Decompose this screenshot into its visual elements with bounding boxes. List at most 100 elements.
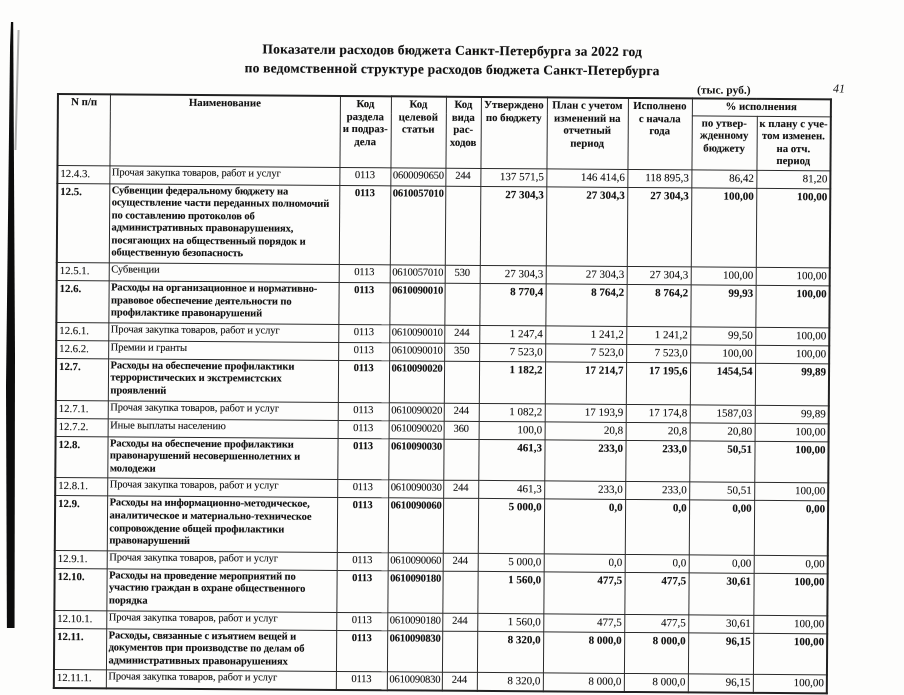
row-plan: 477,5 bbox=[543, 571, 625, 615]
row-pct-budget: 1454,54 bbox=[689, 362, 756, 405]
table-row: 12.6. Расходы на организационное и норма… bbox=[56, 280, 830, 328]
row-approved: 8 320,0 bbox=[476, 672, 543, 692]
row-pct-budget: 96,15 bbox=[687, 632, 754, 675]
row-target-code: 0610090020 bbox=[388, 360, 445, 403]
row-target-code: 0600090650 bbox=[390, 167, 446, 186]
table-row: 12.11. Расходы, связанные с изъятием вещ… bbox=[53, 628, 828, 676]
row-name: Иные выплаты населению bbox=[107, 418, 338, 439]
row-section-code: 0113 bbox=[337, 402, 389, 421]
row-section-code: 0113 bbox=[338, 282, 390, 325]
row-approved: 8 320,0 bbox=[476, 630, 544, 674]
row-target-code: 0610090030 bbox=[388, 438, 444, 481]
row-plan: 20,8 bbox=[544, 421, 626, 441]
row-executed: 8 000,0 bbox=[623, 673, 688, 693]
row-target-code: 0610090010 bbox=[389, 324, 445, 344]
row-name: Прочая закупка товаров, работ и услуг bbox=[108, 322, 339, 343]
row-pct-budget: 86,42 bbox=[691, 169, 757, 188]
header-name: Наименование bbox=[109, 94, 340, 167]
row-pct-plan: 100,00 bbox=[752, 632, 828, 676]
row-pct-plan: 0,00 bbox=[753, 500, 829, 556]
row-approved: 1 247,4 bbox=[479, 325, 546, 344]
row-target-code: 0610057010 bbox=[389, 264, 445, 284]
row-pct-plan: 99,89 bbox=[754, 404, 829, 424]
header-section-code: Код раздела и подраз-дела bbox=[339, 95, 391, 168]
row-name: Прочая закупка товаров, работ и услуг bbox=[106, 550, 337, 571]
row-pct-plan: 100,00 bbox=[755, 267, 830, 286]
page-number: 41 bbox=[832, 81, 846, 96]
row-section-code: 0113 bbox=[336, 552, 388, 571]
header-num: N п/п bbox=[57, 93, 110, 166]
row-executed: 0,0 bbox=[624, 554, 689, 573]
row-name: Прочая закупка товаров, работ и услуг bbox=[105, 670, 336, 691]
row-number: 12.4.3. bbox=[57, 164, 110, 184]
row-number: 12.6.1. bbox=[56, 322, 109, 341]
row-type-code: 244 bbox=[443, 402, 479, 422]
row-name: Расходы на проведение мероприятий по уча… bbox=[106, 568, 337, 613]
row-approved: 100,0 bbox=[478, 421, 545, 440]
row-plan: 8 764,2 bbox=[545, 283, 627, 327]
row-executed: 7 523,0 bbox=[626, 344, 691, 363]
row-target-code: 0610090180 bbox=[387, 570, 443, 613]
row-type-code: 244 bbox=[444, 325, 480, 344]
row-pct-budget: 100,00 bbox=[690, 344, 756, 364]
row-section-code: 0113 bbox=[337, 438, 389, 481]
row-executed: 27 304,3 bbox=[626, 186, 692, 267]
table-row: 12.9. Расходы на информационно-методичес… bbox=[54, 495, 829, 556]
row-plan: 17 214,7 bbox=[544, 361, 627, 405]
row-number: 12.9. bbox=[54, 495, 108, 551]
scanned-page: Показатели расходов бюджета Санкт-Петерб… bbox=[6, 22, 846, 695]
row-target-code: 0610090020 bbox=[388, 402, 444, 421]
row-executed: 1 241,2 bbox=[626, 326, 691, 345]
row-pct-budget: 100,00 bbox=[690, 266, 756, 286]
table-row: 12.7. Расходы на обеспечение профилактик… bbox=[55, 358, 830, 406]
row-type-code: 244 bbox=[442, 612, 478, 631]
row-pct-plan: 100,00 bbox=[752, 674, 827, 694]
row-type-code bbox=[441, 630, 478, 673]
row-approved: 1 082,2 bbox=[478, 403, 545, 422]
row-target-code: 0610090030 bbox=[388, 480, 444, 499]
row-approved: 5 000,0 bbox=[477, 553, 544, 572]
row-target-code: 0610090830 bbox=[386, 630, 443, 673]
row-executed: 0,0 bbox=[624, 499, 690, 555]
row-plan: 1 241,2 bbox=[545, 325, 627, 345]
budget-expense-table: N п/п Наименование Код раздела и подраз-… bbox=[52, 92, 832, 695]
row-number: 12.7. bbox=[55, 358, 109, 401]
row-name: Расходы на обеспечение профилактики прав… bbox=[107, 436, 338, 480]
header-target-code: Код целевой статьи bbox=[390, 96, 446, 168]
row-plan: 477,5 bbox=[543, 613, 625, 633]
row-pct-plan: 100,00 bbox=[754, 482, 829, 502]
row-executed: 8 764,2 bbox=[626, 284, 691, 327]
row-pct-plan: 100,00 bbox=[755, 345, 830, 364]
row-approved: 7 523,0 bbox=[479, 343, 546, 362]
row-executed: 17 195,6 bbox=[625, 362, 691, 405]
table-body: 12.4.3. Прочая закупка товаров, работ и … bbox=[53, 164, 831, 694]
table-row: 12.8. Расходы на обеспечение профилактик… bbox=[55, 436, 829, 484]
row-type-code: 360 bbox=[443, 420, 479, 440]
row-name: Прочая закупка товаров, работ и услуг bbox=[107, 400, 338, 421]
header-pct-budget: по утвер-жденному бюджету bbox=[691, 115, 757, 170]
header-approved: Утверждено по бюджету bbox=[480, 96, 547, 169]
row-target-code: 0610090060 bbox=[387, 552, 443, 571]
row-approved: 461,3 bbox=[478, 480, 545, 500]
row-section-code: 0113 bbox=[337, 479, 389, 499]
row-plan: 8 000,0 bbox=[542, 631, 625, 674]
row-pct-budget: 100,00 bbox=[690, 187, 757, 268]
row-name: Премии и гранты bbox=[108, 340, 339, 361]
row-approved: 1 560,0 bbox=[477, 612, 544, 632]
units-label: (тыс. руб.) bbox=[696, 84, 751, 97]
row-name: Субвенции bbox=[108, 262, 339, 283]
row-number: 12.10. bbox=[54, 568, 107, 611]
row-pct-budget: 0,00 bbox=[688, 500, 755, 556]
row-pct-budget: 50,51 bbox=[689, 482, 755, 501]
row-target-code: 0610090010 bbox=[389, 282, 445, 326]
row-pct-plan: 99,89 bbox=[754, 363, 830, 406]
row-section-code: 0113 bbox=[338, 324, 390, 343]
row-target-code: 0610090020 bbox=[388, 420, 444, 439]
row-name: Прочая закупка товаров, работ и услуг bbox=[109, 165, 340, 185]
row-pct-budget: 96,15 bbox=[687, 674, 753, 694]
row-type-code: 244 bbox=[442, 552, 478, 572]
row-executed: 17 174,8 bbox=[625, 404, 690, 423]
header-type-code: Код вида рас-ходов bbox=[445, 96, 481, 168]
row-target-code: 0610090180 bbox=[387, 612, 443, 631]
row-plan: 0,0 bbox=[543, 553, 625, 573]
